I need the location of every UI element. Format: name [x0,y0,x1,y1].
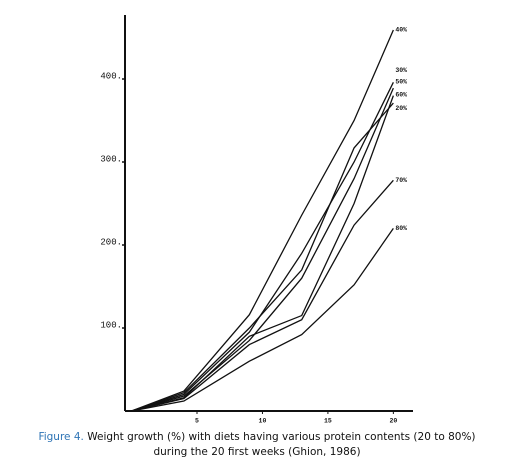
series-line [131,228,394,412]
x-tick-label: 15 [324,418,332,425]
x-tick-label: 5 [195,418,199,425]
series-line [131,29,394,412]
caption-text: Weight growth (%) with diets having vari… [87,431,475,443]
y-tick-label: 200. [100,237,122,247]
series-label: 80% [395,225,407,232]
y-tick-label: 300. [100,154,122,164]
y-tick-label: 100. [100,320,122,330]
caption-line: Figure 4. Weight growth (%) with diets h… [38,431,475,443]
series-line [131,95,394,412]
x-tick-label: 20 [389,418,397,425]
series-line [131,87,394,412]
y-tick-label: 400. [100,71,122,81]
caption-label: Figure 4. [38,431,83,443]
series-label: 30% [395,67,407,74]
x-tick-label: 10 [259,418,267,425]
series-line [131,179,394,412]
series-label: 60% [395,91,407,98]
series-label: 40% [395,27,407,34]
caption-line: during the 20 first weeks (Ghion, 1986) [153,446,360,458]
series-label: 20% [395,105,407,112]
series-line [131,82,394,412]
series-label: 50% [395,78,407,85]
series-label: 70% [395,177,407,184]
series-line [131,102,394,412]
